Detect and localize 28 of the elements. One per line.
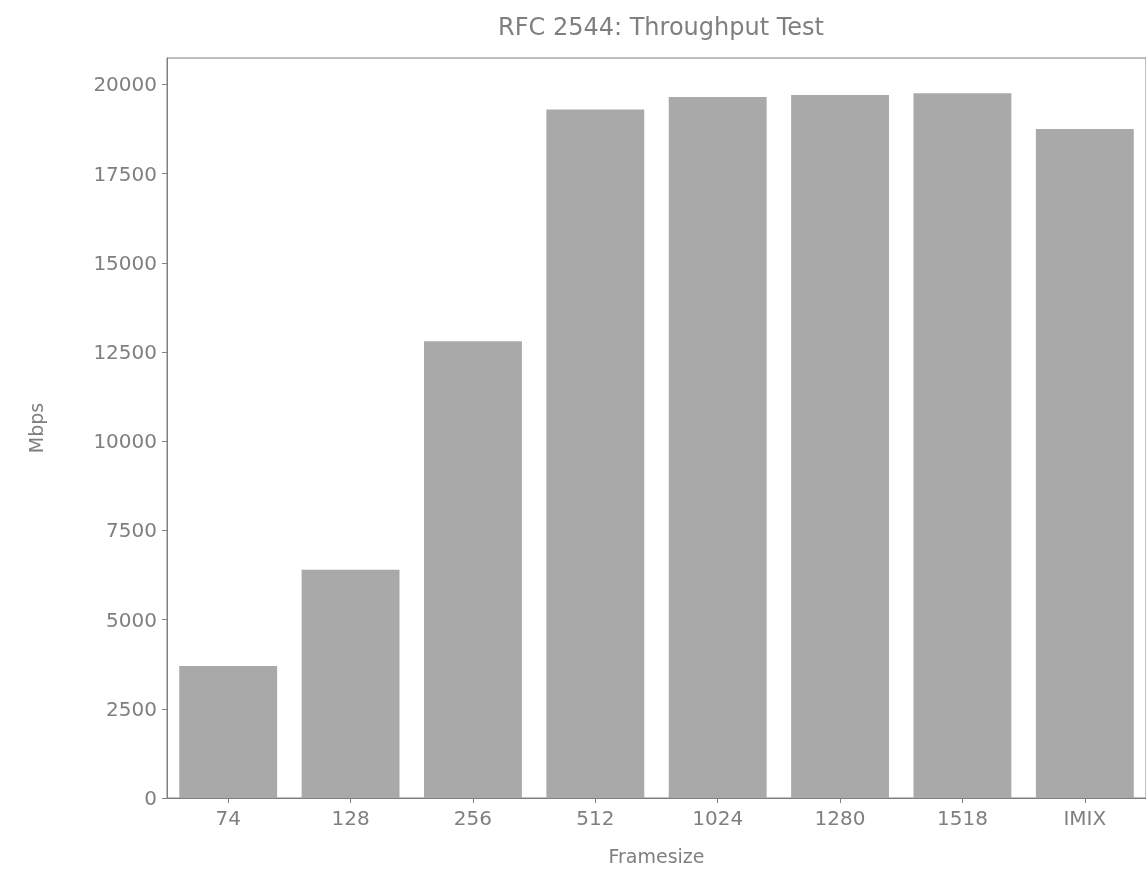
y-tick-label: 17500 bbox=[93, 161, 157, 186]
y-tick-label: 15000 bbox=[93, 250, 157, 275]
bar bbox=[913, 93, 1012, 798]
x-tick-label: 1280 bbox=[814, 806, 866, 830]
y-tick-label: 2500 bbox=[106, 696, 157, 721]
bar bbox=[546, 109, 645, 798]
y-tick-label: 5000 bbox=[106, 607, 157, 632]
y-tick-label: 20000 bbox=[93, 72, 157, 97]
x-axis-title: Framesize bbox=[608, 844, 705, 867]
bar bbox=[1035, 129, 1134, 798]
x-tick-label: 1518 bbox=[936, 806, 988, 830]
bar bbox=[668, 96, 767, 798]
x-tick-label: 74 bbox=[215, 806, 241, 830]
x-tick-label: 128 bbox=[331, 806, 370, 830]
x-tick-label: 1024 bbox=[692, 806, 744, 830]
y-tick-label: 0 bbox=[144, 786, 157, 810]
y-tick-label: 7500 bbox=[106, 518, 157, 543]
chart-title: RFC 2544: Throughput Test bbox=[498, 13, 824, 41]
bar bbox=[179, 665, 278, 798]
x-tick-label: 256 bbox=[453, 806, 493, 830]
bar bbox=[423, 341, 522, 798]
x-tick-label: IMIX bbox=[1063, 806, 1107, 830]
y-tick-label: 12500 bbox=[93, 340, 157, 364]
bar bbox=[791, 95, 890, 798]
y-tick-label: 10000 bbox=[93, 429, 157, 454]
x-tick-label: 512 bbox=[576, 806, 615, 830]
y-axis-title: Mbps bbox=[24, 402, 47, 454]
bar bbox=[301, 569, 400, 798]
